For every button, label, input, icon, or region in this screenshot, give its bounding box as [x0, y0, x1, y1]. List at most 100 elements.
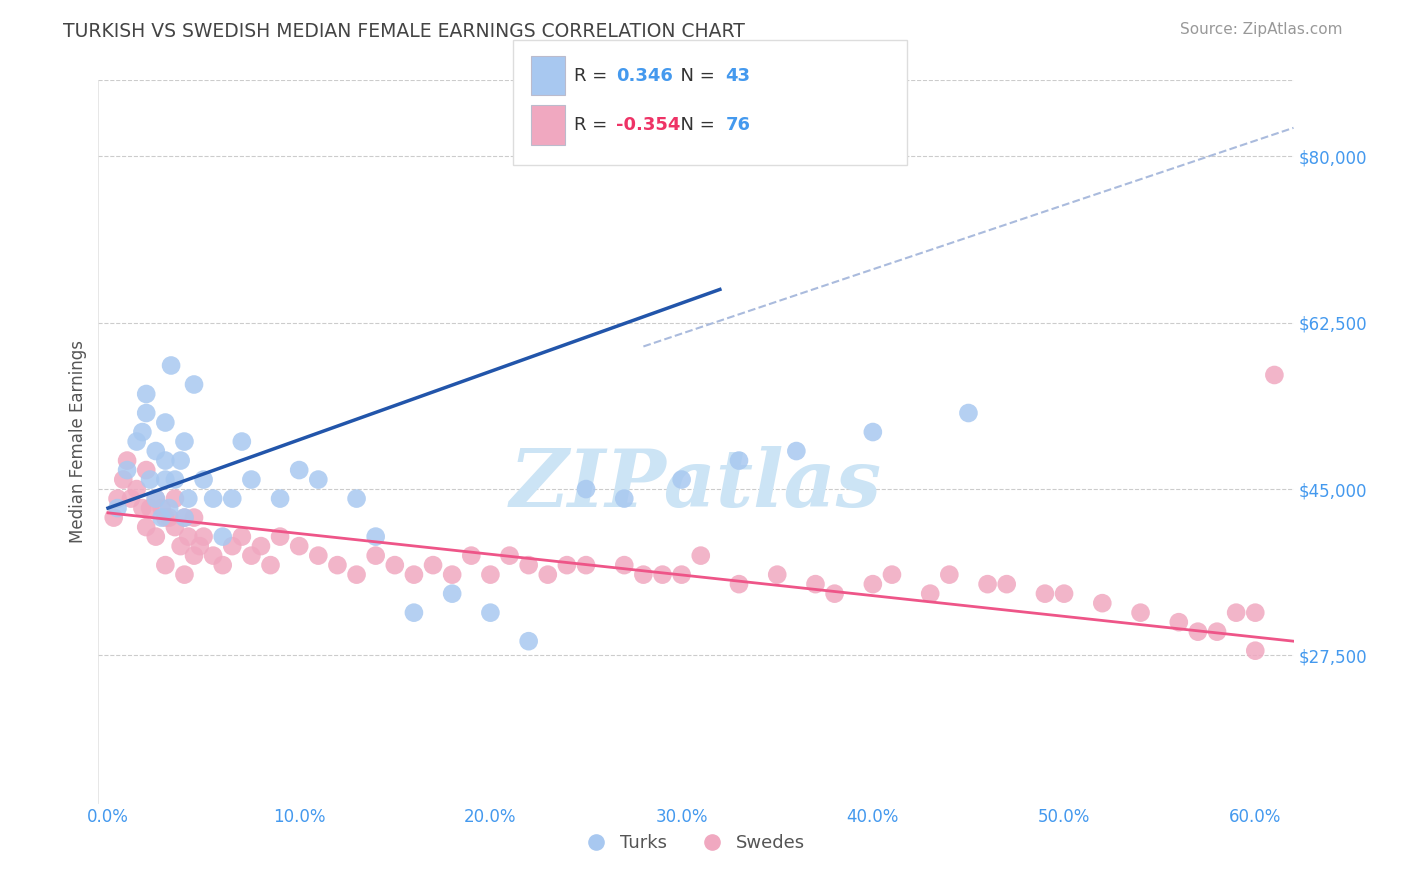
Point	[150, 510, 173, 524]
Point	[920, 587, 942, 601]
Point	[1225, 606, 1247, 620]
Point	[155, 416, 177, 430]
Point	[183, 549, 205, 563]
Point	[112, 473, 135, 487]
Point	[346, 491, 368, 506]
Point	[441, 587, 464, 601]
Point	[517, 558, 540, 573]
Point	[288, 463, 311, 477]
Point	[537, 567, 560, 582]
Point	[364, 530, 387, 544]
Point	[183, 510, 205, 524]
Point	[938, 567, 960, 582]
Point	[221, 539, 243, 553]
Point	[193, 530, 215, 544]
Point	[671, 473, 693, 487]
Point	[157, 510, 180, 524]
Text: N =: N =	[669, 116, 721, 134]
Point	[183, 377, 205, 392]
Point	[307, 549, 329, 563]
Point	[288, 539, 311, 553]
Point	[135, 520, 157, 534]
Point	[107, 501, 129, 516]
Point	[613, 491, 636, 506]
Point	[139, 501, 162, 516]
Point	[824, 587, 846, 601]
Point	[498, 549, 520, 563]
Point	[157, 501, 180, 516]
Point	[240, 549, 263, 563]
Point	[1187, 624, 1209, 639]
Text: Source: ZipAtlas.com: Source: ZipAtlas.com	[1180, 22, 1343, 37]
Point	[173, 510, 195, 524]
Point	[155, 453, 177, 467]
Point	[250, 539, 273, 553]
Point	[1091, 596, 1114, 610]
Point	[125, 434, 148, 449]
Point	[1244, 606, 1267, 620]
Point	[221, 491, 243, 506]
Point	[575, 558, 598, 573]
Point	[231, 434, 253, 449]
Point	[135, 406, 157, 420]
Point	[177, 491, 200, 506]
Point	[804, 577, 827, 591]
Point	[364, 549, 387, 563]
Point	[150, 501, 173, 516]
Point	[1129, 606, 1152, 620]
Point	[145, 491, 167, 506]
Point	[115, 463, 138, 477]
Point	[173, 434, 195, 449]
Point	[155, 558, 177, 573]
Point	[1206, 624, 1229, 639]
Text: N =: N =	[669, 67, 721, 85]
Point	[131, 501, 153, 516]
Point	[193, 473, 215, 487]
Point	[346, 567, 368, 582]
Point	[880, 567, 903, 582]
Point	[1244, 643, 1267, 657]
Legend: Turks, Swedes: Turks, Swedes	[581, 826, 811, 859]
Point	[160, 359, 183, 373]
Point	[995, 577, 1018, 591]
Point	[135, 463, 157, 477]
Point	[422, 558, 444, 573]
Point	[131, 425, 153, 439]
Point	[651, 567, 673, 582]
Point	[976, 577, 998, 591]
Point	[177, 530, 200, 544]
Point	[259, 558, 281, 573]
Point	[613, 558, 636, 573]
Point	[188, 539, 211, 553]
Point	[211, 558, 233, 573]
Point	[202, 491, 225, 506]
Text: 43: 43	[725, 67, 751, 85]
Point	[671, 567, 693, 582]
Point	[173, 510, 195, 524]
Point	[633, 567, 655, 582]
Point	[125, 482, 148, 496]
Point	[766, 567, 789, 582]
Text: 76: 76	[725, 116, 751, 134]
Point	[169, 453, 191, 467]
Point	[728, 453, 751, 467]
Point	[402, 606, 425, 620]
Text: ZIPatlas: ZIPatlas	[510, 446, 882, 524]
Point	[862, 425, 884, 439]
Point	[1053, 587, 1076, 601]
Point	[240, 473, 263, 487]
Text: R =: R =	[574, 67, 613, 85]
Point	[155, 473, 177, 487]
Point	[479, 567, 502, 582]
Point	[145, 491, 167, 506]
Point	[169, 539, 191, 553]
Point	[1263, 368, 1285, 382]
Point	[139, 473, 162, 487]
Y-axis label: Median Female Earnings: Median Female Earnings	[69, 340, 87, 543]
Point	[120, 491, 142, 506]
Point	[163, 520, 186, 534]
Point	[441, 567, 464, 582]
Point	[115, 453, 138, 467]
Point	[135, 387, 157, 401]
Text: TURKISH VS SWEDISH MEDIAN FEMALE EARNINGS CORRELATION CHART: TURKISH VS SWEDISH MEDIAN FEMALE EARNING…	[63, 22, 745, 41]
